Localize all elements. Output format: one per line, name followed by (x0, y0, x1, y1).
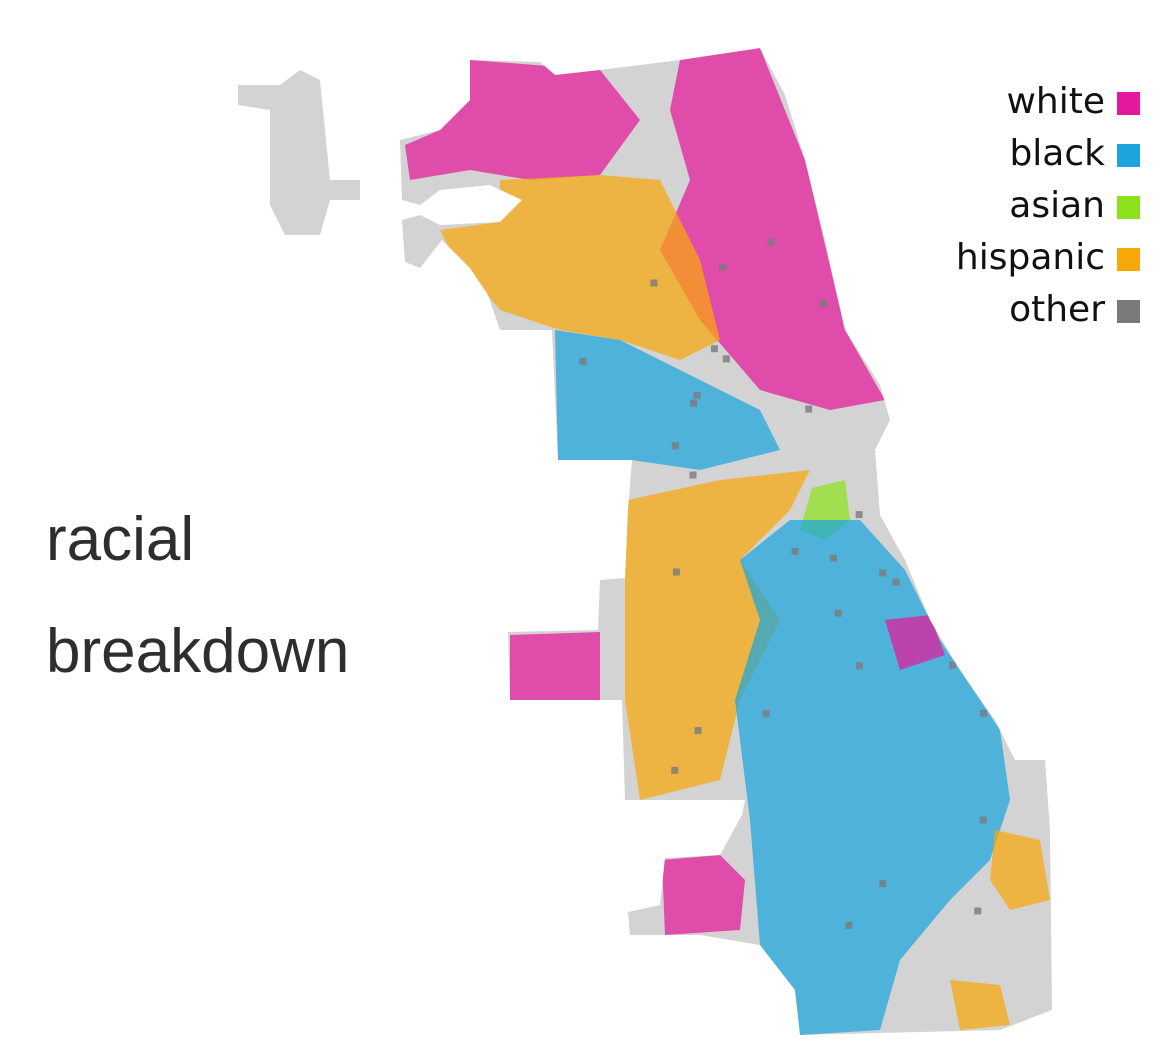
black-west (555, 330, 780, 470)
other-dot (690, 399, 698, 407)
other-dot (671, 442, 679, 450)
other-dot (987, 591, 995, 599)
other-dot (879, 880, 887, 888)
other-dot (829, 554, 837, 562)
title-line-2: breakdown (46, 617, 349, 686)
hispanic-far-south (990, 830, 1050, 910)
other-dot (719, 263, 727, 271)
other-dot (879, 569, 887, 577)
other-dot (819, 299, 827, 307)
other-dot (650, 279, 658, 287)
white-north-east (660, 48, 885, 410)
other-dot (845, 921, 853, 929)
white-north-west (405, 60, 640, 180)
other-dot (868, 316, 876, 324)
legend-label: asian (1009, 185, 1105, 226)
legend-label: black (1009, 133, 1105, 174)
legend-swatch (1117, 92, 1140, 115)
hispanic-south-west (625, 470, 810, 800)
legend-label: white (1006, 81, 1105, 122)
other-dot (671, 766, 679, 774)
density-regions (405, 48, 1050, 1035)
other-dot (672, 568, 680, 576)
other-dot (834, 609, 842, 617)
other-dot (988, 447, 996, 455)
other-dot (935, 389, 943, 397)
white-hyde-park (885, 615, 945, 670)
other-dot (855, 662, 863, 670)
legend-swatch (1117, 144, 1140, 167)
other-dot (855, 511, 863, 519)
other-dot (862, 138, 870, 146)
other-dot (948, 661, 956, 669)
hispanic-hegewisch (950, 980, 1010, 1030)
other-dot (710, 345, 718, 353)
other-dot (980, 709, 988, 717)
white-far-south-west (662, 855, 745, 935)
other-dot (689, 471, 697, 479)
other-dot (563, 551, 571, 559)
other-dot (530, 336, 538, 344)
other-dot (892, 578, 900, 586)
white-south-west (510, 632, 600, 700)
legend-label: hispanic (956, 237, 1105, 278)
other-dot (767, 238, 775, 246)
other-dot (722, 355, 730, 363)
other-dot (694, 727, 702, 735)
legend-swatch (1117, 248, 1140, 271)
other-dot (791, 547, 799, 555)
hispanic-north-west (440, 175, 720, 360)
other-dot (979, 816, 987, 824)
other-dot (974, 907, 982, 915)
other-dot (971, 502, 979, 510)
other-dot (579, 357, 587, 365)
other-dot (500, 918, 508, 926)
other-dot (924, 307, 932, 315)
legend: white black asian hispanic other (956, 81, 1140, 330)
airport-shape (238, 70, 360, 235)
legend-label: other (1009, 289, 1105, 330)
other-dot (972, 139, 980, 147)
legend-swatch (1117, 196, 1140, 219)
other-dot (805, 405, 813, 413)
other-dot (693, 391, 701, 399)
legend-swatch (1117, 300, 1140, 323)
title-line-1: racial (46, 505, 194, 574)
other-dot (762, 710, 770, 718)
